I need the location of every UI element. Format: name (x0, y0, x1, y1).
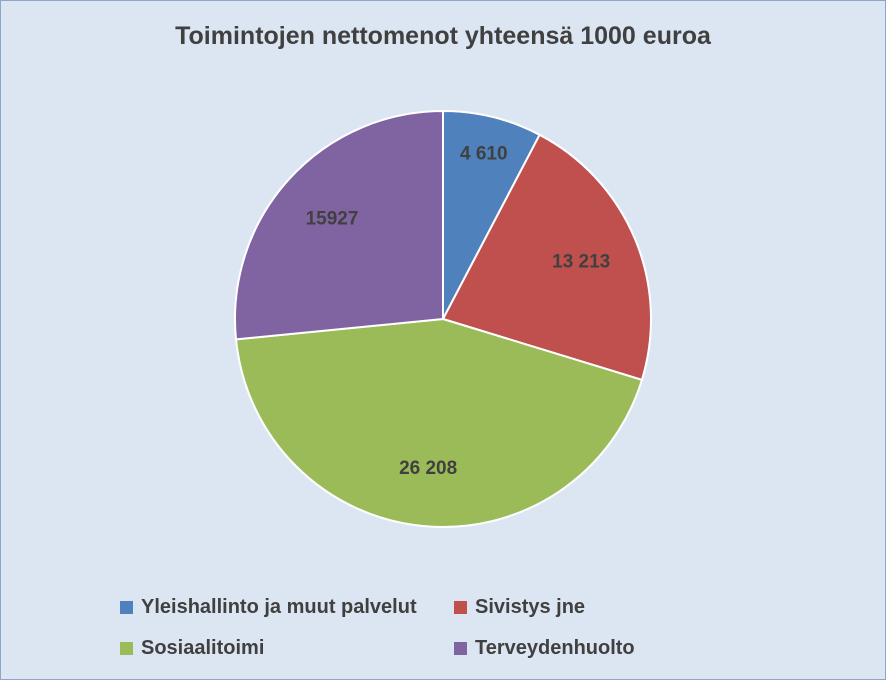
legend-label-yleishallinto: Yleishallinto ja muut palvelut (141, 596, 417, 618)
legend-label-sosiaalitoimi: Sosiaalitoimi (141, 637, 265, 659)
legend-swatch-yleishallinto (120, 601, 133, 614)
legend-item-terveydenhuolto: Terveydenhuolto (454, 637, 635, 660)
legend-swatch-sosiaalitoimi (120, 642, 133, 655)
legend-item-sivistys: Sivistys jne (454, 596, 585, 619)
legend-item-yleishallinto: Yleishallinto ja muut palvelut (120, 596, 417, 619)
legend-swatch-sivistys (454, 601, 467, 614)
pie-slice-sosiaalitoimi (234, 317, 644, 528)
pie-slice-sivistys (441, 133, 652, 382)
data-label-sivistys: 13 213 (552, 251, 610, 272)
pie-slice-terveydenhuolto (234, 109, 444, 341)
data-label-sosiaalitoimi: 26 208 (399, 458, 457, 479)
legend-swatch-terveydenhuolto (454, 642, 467, 655)
data-label-yleishallinto: 4 610 (460, 143, 508, 164)
chart-title: Toimintojen nettomenot yhteensä 1000 eur… (175, 22, 711, 50)
legend-label-terveydenhuolto: Terveydenhuolto (475, 637, 635, 659)
legend-item-sosiaalitoimi: Sosiaalitoimi (120, 637, 264, 660)
pie-slice-yleishallinto (442, 109, 541, 320)
data-label-terveydenhuolto: 15927 (306, 208, 359, 229)
legend-label-sivistys: Sivistys jne (475, 596, 586, 618)
